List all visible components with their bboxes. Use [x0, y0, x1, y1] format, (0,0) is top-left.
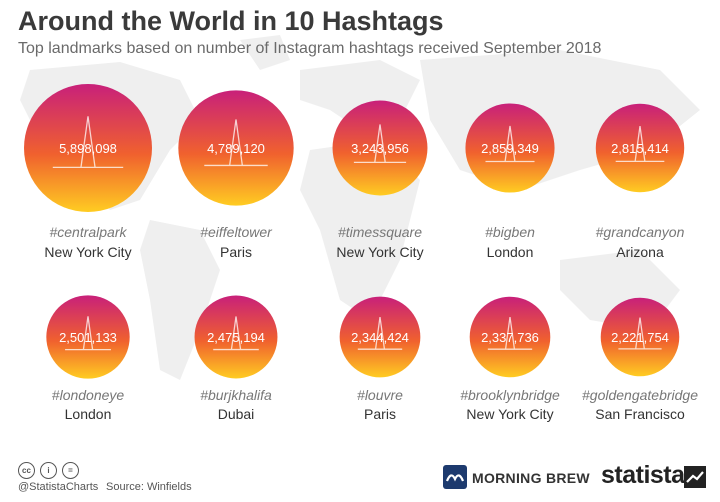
ferris-wheel-icon — [65, 316, 111, 351]
hashtag-label: #burjkhalifa — [200, 387, 272, 403]
bubble-value-label: 2,475,194 — [207, 330, 265, 345]
hashtag-label: #bigben — [485, 224, 535, 240]
location-label: Arizona — [616, 244, 664, 260]
hashtag-label: #londoneye — [52, 387, 125, 403]
credit-handle[interactable]: @StatistaCharts — [18, 481, 99, 493]
location-label: London — [65, 406, 112, 422]
bubble — [178, 90, 294, 206]
bubble — [465, 103, 555, 193]
tower-icon — [213, 316, 259, 351]
source-note: Source: Winfields — [106, 481, 192, 493]
suspension-bridge-icon — [618, 317, 662, 350]
canyon-icon — [615, 126, 665, 163]
chart-subtitle: Top landmarks based on number of Instagr… — [18, 40, 602, 57]
bubble-group: 5,898,098 #centralpark New York City — [24, 84, 152, 260]
location-label: Dubai — [218, 406, 255, 422]
nd-icon: = — [62, 462, 79, 479]
pyramid-icon — [357, 316, 403, 350]
bridge-icon — [487, 316, 533, 350]
hashtag-label: #eiffeltower — [200, 224, 273, 240]
hashtag-label: #centralpark — [49, 224, 127, 240]
location-label: Paris — [220, 244, 252, 260]
bubble-value-label: 5,898,098 — [59, 141, 117, 156]
location-label: San Francisco — [595, 406, 685, 422]
clock-tower-icon — [485, 125, 535, 163]
bubble — [332, 100, 428, 196]
trees-icon — [52, 116, 124, 169]
morning-brew-logo-icon — [443, 465, 467, 489]
location-label: New York City — [336, 244, 423, 260]
bubble-value-label: 2,501,133 — [59, 330, 117, 345]
bubble-value-label: 4,789,120 — [207, 141, 265, 156]
bubble — [339, 296, 421, 378]
bubble-value-label: 2,815,414 — [611, 141, 669, 156]
chart-title: Around the World in 10 Hashtags — [18, 6, 444, 36]
bubble-value-label: 2,221,754 — [611, 330, 669, 345]
location-label: London — [487, 244, 534, 260]
bubble-group: 2,221,754 #goldengatebridge San Francisco — [582, 297, 698, 422]
bubble-value-label: 2,337,736 — [481, 330, 539, 345]
bubble-group: 2,337,736 #brooklynbridge New York City — [460, 296, 560, 422]
hashtag-label: #timessquare — [338, 224, 422, 240]
location-label: New York City — [466, 406, 553, 422]
by-icon: i — [40, 462, 57, 479]
cc-icon: cc — [18, 462, 35, 479]
bubble-group: 4,789,120 #eiffeltower Paris — [178, 90, 294, 260]
bubble — [194, 295, 278, 379]
bubble-group: 3,243,956 #timessquare New York City — [332, 100, 428, 260]
bubble — [595, 103, 685, 193]
bubble — [24, 84, 152, 212]
location-label: New York City — [44, 244, 131, 260]
bubble — [600, 297, 680, 377]
hashtag-label: #grandcanyon — [596, 224, 685, 240]
bubble-value-label: 2,859,349 — [481, 141, 539, 156]
bubble-group: 2,815,414 #grandcanyon Arizona — [595, 103, 685, 260]
bubble-group: 2,475,194 #burjkhalifa Dubai — [194, 295, 278, 422]
bubble-value-label: 3,243,956 — [351, 141, 409, 156]
bubble-group: 2,501,133 #londoneye London — [46, 295, 130, 422]
location-label: Paris — [364, 406, 396, 422]
bubble — [46, 295, 130, 379]
skyscraper-icon — [353, 124, 407, 164]
statista-logo: statista — [601, 461, 685, 489]
hashtag-label: #goldengatebridge — [582, 387, 698, 403]
partner-name: MORNING BREW — [472, 470, 590, 486]
bubble — [469, 296, 551, 378]
bubble-value-label: 2,344,424 — [351, 330, 409, 345]
statista-logo-icon — [684, 466, 706, 488]
hashtag-label: #louvre — [357, 387, 403, 403]
bubble-group: 2,344,424 #louvre Paris — [339, 296, 421, 422]
eiffel-tower-icon — [204, 119, 268, 167]
bubble-group: 2,859,349 #bigben London — [465, 103, 555, 260]
hashtag-label: #brooklynbridge — [460, 387, 560, 403]
